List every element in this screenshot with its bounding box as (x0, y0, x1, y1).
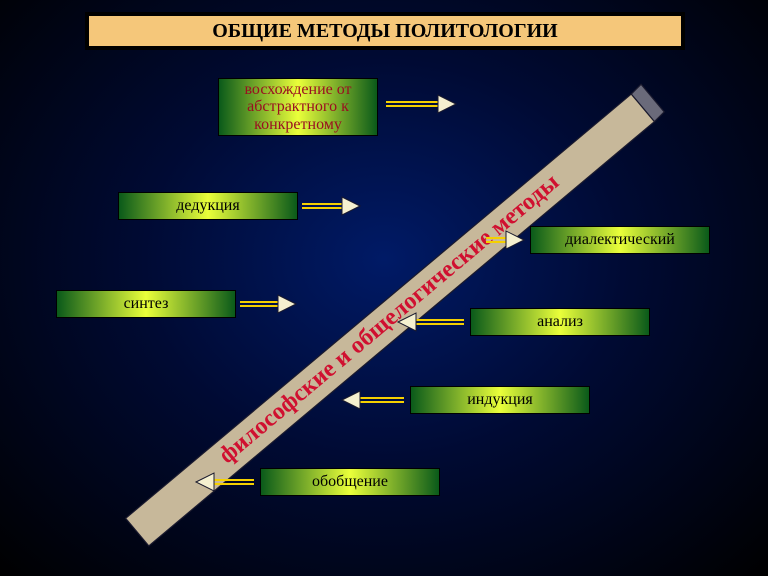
box-analysis: анализ (470, 308, 650, 336)
title-bar: ОБЩИЕ МЕТОДЫ ПОЛИТОЛОГИИ (85, 12, 685, 50)
arrow-abstract (438, 95, 456, 113)
box-abstract: восхождение от абстрактного к конкретном… (218, 78, 378, 136)
box-dialectic: диалектический (530, 226, 710, 254)
box-deduction: дедукция (118, 192, 298, 220)
box-induction: индукция (410, 386, 590, 414)
diagram-stage: философские и общелогические методыОБЩИЕ… (0, 0, 768, 576)
arrow-synthesis (278, 295, 296, 313)
arrow-induction (342, 391, 360, 409)
arrow-deduction (342, 197, 360, 215)
box-synthesis: синтез (56, 290, 236, 318)
box-general: обобщение (260, 468, 440, 496)
